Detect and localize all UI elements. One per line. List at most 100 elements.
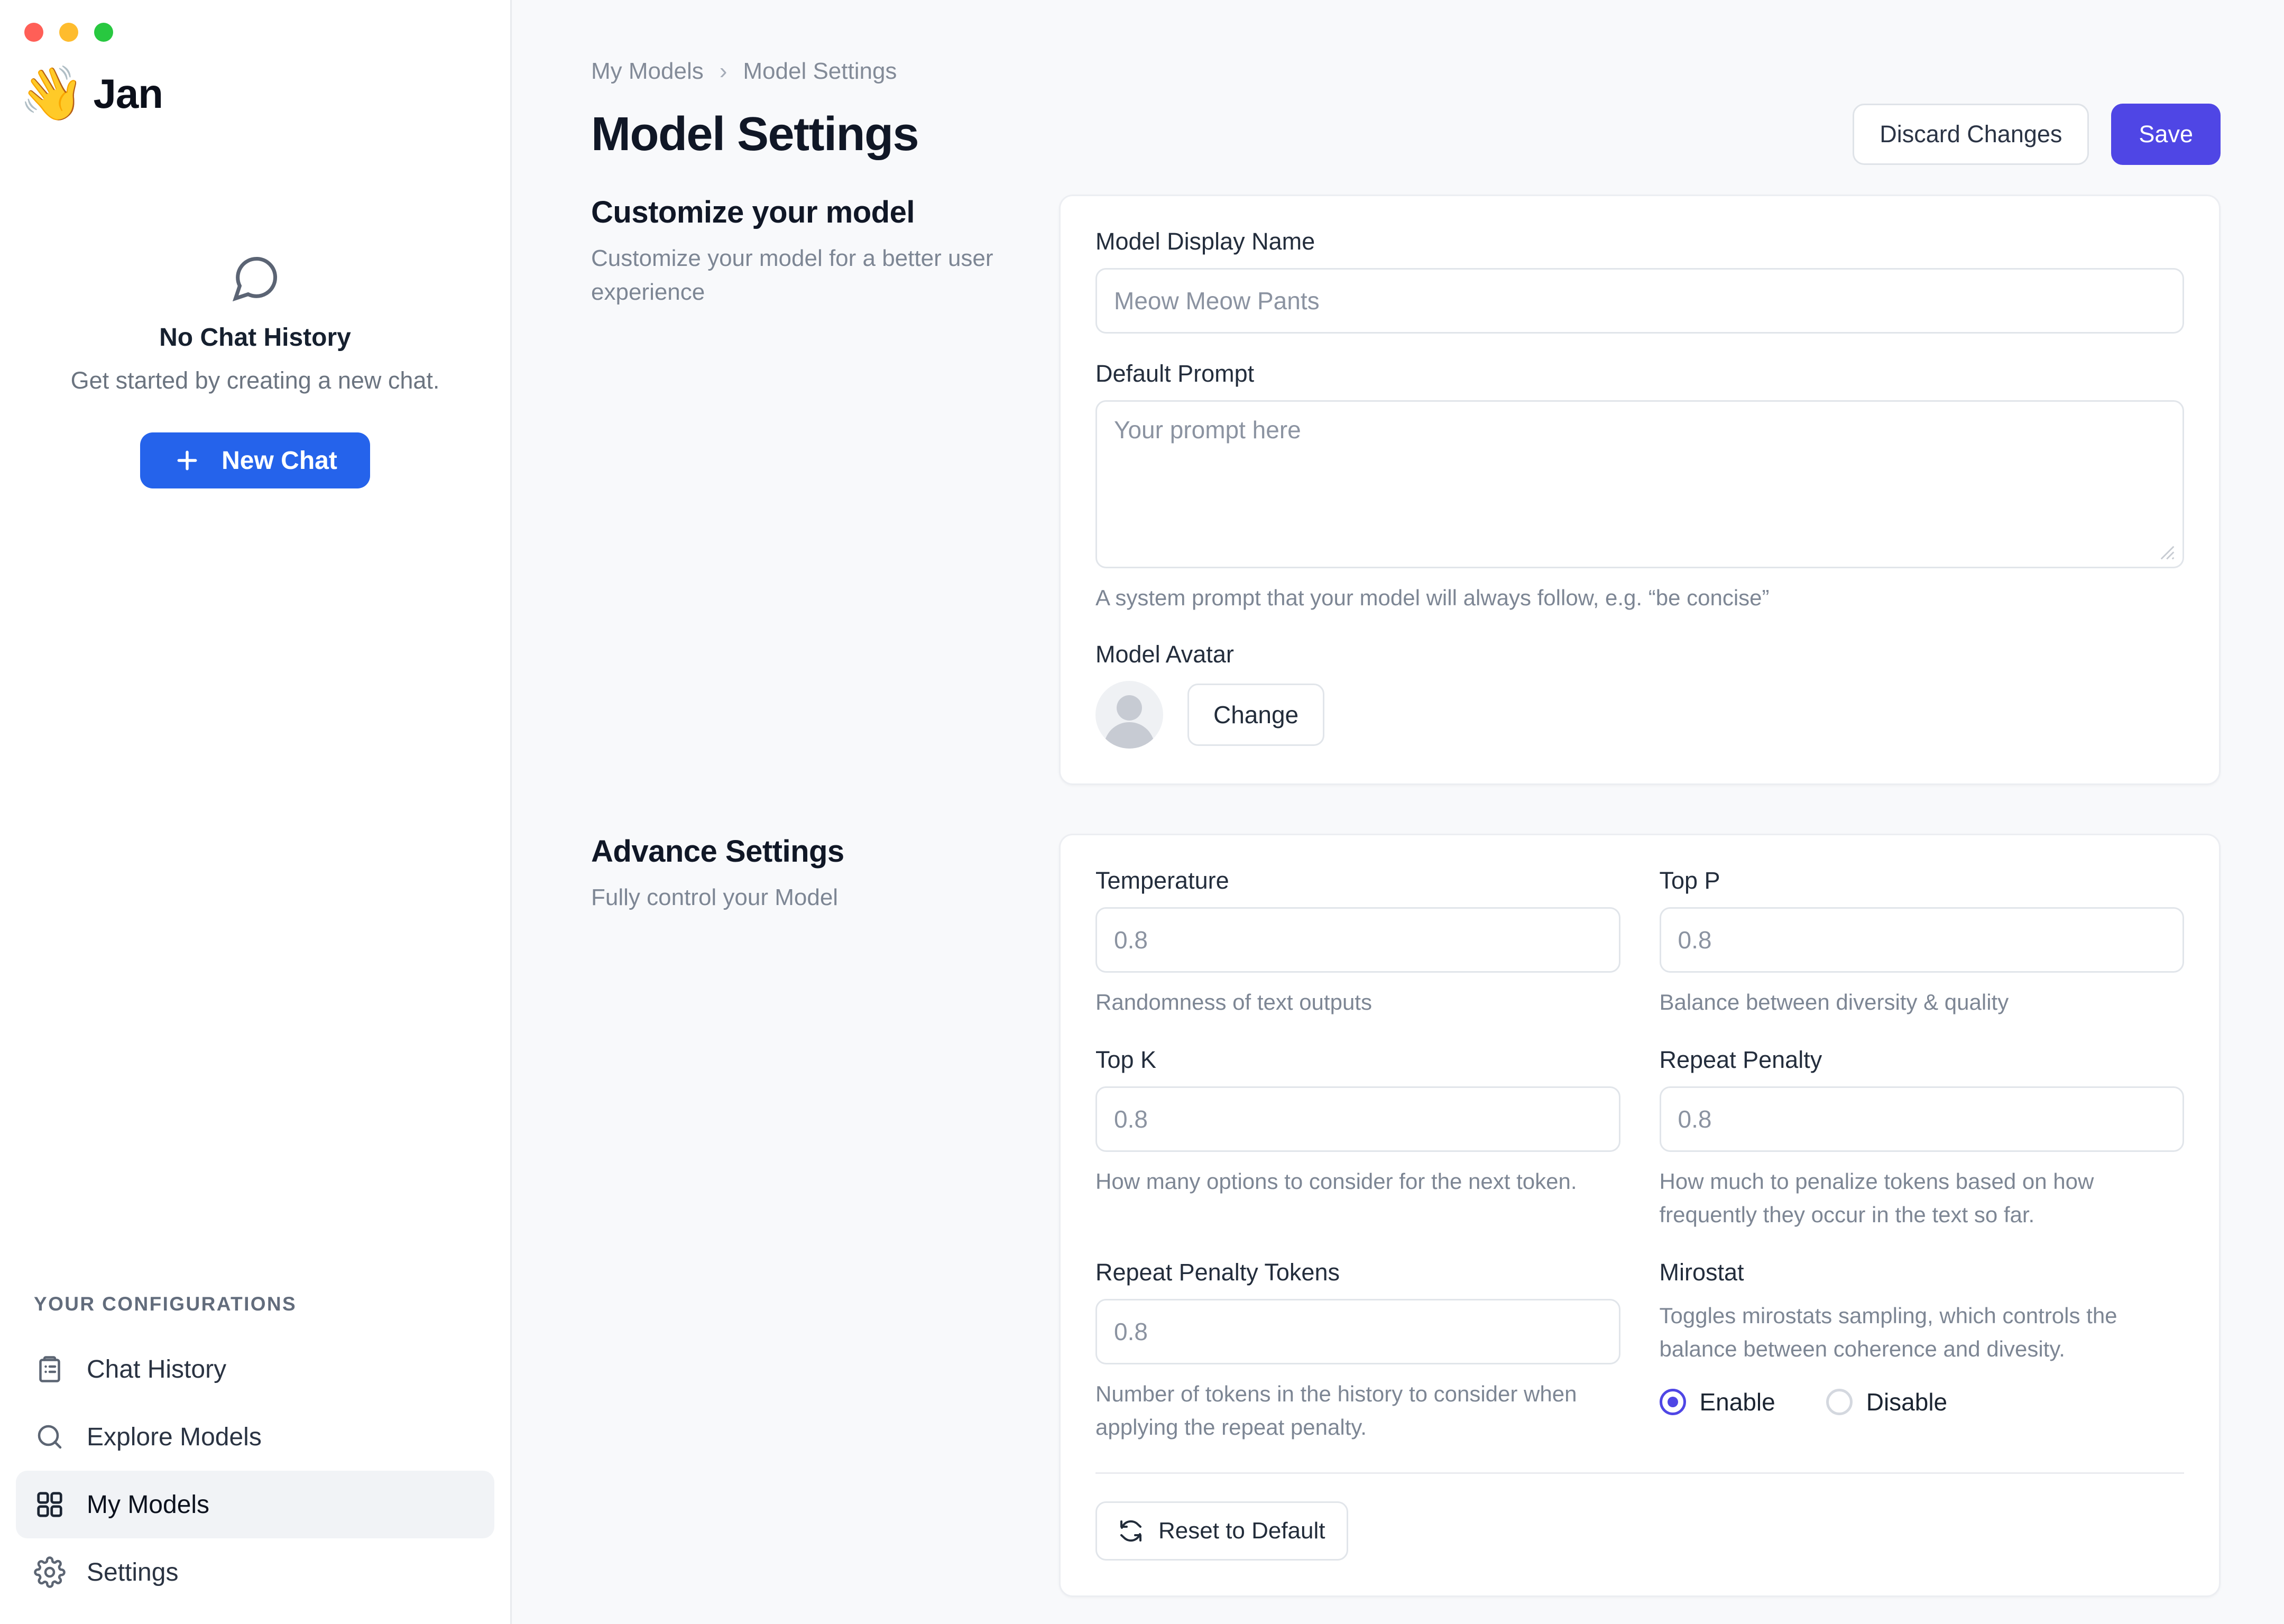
advance-section: Advance Settings Fully control your Mode…	[591, 834, 2221, 1597]
radio-unselected-icon[interactable]	[1826, 1389, 1853, 1415]
sidebar-nav: YOUR CONFIGURATIONS Chat History Explore…	[0, 1293, 510, 1624]
breadcrumb-parent[interactable]: My Models	[591, 58, 704, 84]
gear-icon	[34, 1556, 66, 1588]
model-avatar-label: Model Avatar	[1095, 641, 1234, 668]
minimize-window-button[interactable]	[59, 23, 78, 42]
spacer	[1660, 1019, 2185, 1046]
header-actions: Discard Changes Save	[1853, 104, 2221, 165]
discard-changes-button[interactable]: Discard Changes	[1853, 104, 2089, 165]
sidebar-item-label: Explore Models	[87, 1423, 262, 1451]
radio-selected-icon[interactable]	[1659, 1389, 1686, 1415]
top-p-field: Top P 0.8 Balance between diversity & qu…	[1659, 867, 2184, 1019]
model-avatar-field: Model Avatar Change	[1095, 641, 2184, 749]
mirostat-enable-option[interactable]: Enable	[1659, 1388, 1775, 1416]
spacer	[1095, 1019, 1620, 1046]
repeat-penalty-hint: How much to penalize tokens based on how…	[1659, 1169, 2094, 1227]
app-brand: 👋 Jan	[0, 42, 510, 120]
repeat-penalty-label: Repeat Penalty	[1659, 1046, 1822, 1073]
top-p-hint: Balance between diversity & quality	[1659, 990, 2009, 1014]
card-divider	[1095, 1472, 2184, 1474]
mirostat-disable-label: Disable	[1866, 1388, 1948, 1416]
repeat-penalty-tokens-field: Repeat Penalty Tokens 0.8 Number of toke…	[1095, 1259, 1620, 1444]
advance-card: Temperature 0.8 Randomness of text outpu…	[1059, 834, 2221, 1597]
breadcrumb-current: Model Settings	[743, 58, 897, 84]
main-content: My Models › Model Settings Model Setting…	[512, 0, 2284, 1624]
advance-section-info: Advance Settings Fully control your Mode…	[591, 834, 1059, 1597]
sidebar-item-label: Settings	[87, 1558, 179, 1586]
spacer	[1660, 1231, 2185, 1259]
app-name: Jan	[93, 70, 163, 117]
reset-to-default-label: Reset to Default	[1158, 1518, 1325, 1544]
new-chat-label: New Chat	[222, 446, 337, 475]
temperature-input[interactable]: 0.8	[1095, 907, 1620, 973]
advance-heading: Advance Settings	[591, 834, 844, 869]
configurations-heading: YOUR CONFIGURATIONS	[34, 1293, 297, 1315]
refresh-icon	[1120, 1520, 1141, 1542]
sidebar-item-my-models[interactable]: My Models	[16, 1471, 494, 1538]
top-k-label: Top K	[1095, 1046, 1157, 1073]
top-p-input[interactable]: 0.8	[1659, 907, 2184, 973]
top-p-label: Top P	[1659, 867, 1720, 894]
mirostat-label: Mirostat	[1659, 1259, 1744, 1286]
repeat-penalty-tokens-input[interactable]: 0.8	[1095, 1299, 1620, 1364]
avatar-body-shape	[1104, 722, 1155, 749]
customize-description: Customize your model for a better user e…	[591, 245, 993, 305]
page-header: Model Settings Discard Changes Save	[591, 104, 2221, 165]
chat-bubble-icon	[232, 256, 277, 302]
chat-history-empty-state: No Chat History Get started by creating …	[0, 252, 510, 488]
search-icon	[38, 1425, 62, 1449]
sidebar: 👋 Jan No Chat History Get started by cre…	[0, 0, 512, 1624]
customize-section: Customize your model Customize your mode…	[591, 195, 2221, 785]
resize-handle-icon[interactable]	[2153, 538, 2175, 560]
model-display-name-field: Model Display Name Meow Meow Pants	[1095, 228, 2184, 334]
mirostat-disable-option[interactable]: Disable	[1826, 1388, 1947, 1416]
clipboard-list-icon	[39, 1356, 60, 1382]
close-window-button[interactable]	[24, 23, 43, 42]
plus-icon	[177, 450, 197, 470]
avatar	[1095, 681, 1163, 749]
customize-section-info: Customize your model Customize your mode…	[591, 195, 1059, 785]
breadcrumb: My Models › Model Settings	[591, 58, 2221, 85]
temperature-field: Temperature 0.8 Randomness of text outpu…	[1095, 867, 1620, 1019]
default-prompt-hint: A system prompt that your model will alw…	[1095, 585, 1770, 610]
sidebar-item-chat-history[interactable]: Chat History	[16, 1335, 494, 1403]
advance-description: Fully control your Model	[591, 884, 839, 910]
top-k-input[interactable]: 0.8	[1095, 1086, 1620, 1152]
sidebar-item-label: My Models	[87, 1490, 210, 1519]
temperature-label: Temperature	[1095, 867, 1229, 894]
avatar-head-shape	[1117, 695, 1142, 721]
default-prompt-placeholder: Your prompt here	[1114, 416, 1301, 444]
mirostat-radio-group: Enable Disable	[1659, 1388, 2185, 1416]
waving-hand-icon: 👋	[19, 64, 85, 123]
chevron-right-icon: ›	[719, 58, 727, 84]
repeat-penalty-tokens-label: Repeat Penalty Tokens	[1095, 1259, 1340, 1286]
change-avatar-button[interactable]: Change	[1187, 684, 1325, 746]
reset-to-default-button[interactable]: Reset to Default	[1095, 1501, 1348, 1561]
repeat-penalty-input[interactable]: 0.8	[1659, 1086, 2184, 1152]
empty-state-title: No Chat History	[159, 324, 351, 352]
sidebar-item-settings[interactable]: Settings	[16, 1538, 494, 1606]
mirostat-enable-label: Enable	[1699, 1388, 1775, 1416]
save-button[interactable]: Save	[2111, 104, 2221, 165]
repeat-penalty-field: Repeat Penalty 0.8 How much to penalize …	[1659, 1046, 2184, 1231]
model-display-name-label: Model Display Name	[1095, 228, 1315, 255]
window-traffic-lights	[0, 0, 510, 42]
new-chat-button[interactable]: New Chat	[140, 432, 370, 488]
advance-fields-grid: Temperature 0.8 Randomness of text outpu…	[1095, 867, 2184, 1444]
mirostat-field: Mirostat Toggles mirostats sampling, whi…	[1659, 1259, 2185, 1444]
default-prompt-textarea[interactable]: Your prompt here	[1095, 400, 2184, 568]
default-prompt-label: Default Prompt	[1095, 360, 1255, 387]
model-display-name-input[interactable]: Meow Meow Pants	[1095, 268, 2184, 334]
page-title: Model Settings	[591, 107, 919, 161]
empty-state-subtitle: Get started by creating a new chat.	[70, 367, 440, 394]
spacer	[1095, 1231, 1620, 1259]
sidebar-item-label: Chat History	[87, 1355, 227, 1383]
grid-icon	[37, 1492, 62, 1517]
default-prompt-field: Default Prompt Your prompt here A system…	[1095, 360, 2184, 614]
customize-heading: Customize your model	[591, 195, 915, 229]
sidebar-item-explore-models[interactable]: Explore Models	[16, 1403, 494, 1471]
customize-card: Model Display Name Meow Meow Pants Defau…	[1059, 195, 2221, 785]
maximize-window-button[interactable]	[94, 23, 113, 42]
repeat-penalty-tokens-hint: Number of tokens in the history to consi…	[1095, 1381, 1577, 1440]
